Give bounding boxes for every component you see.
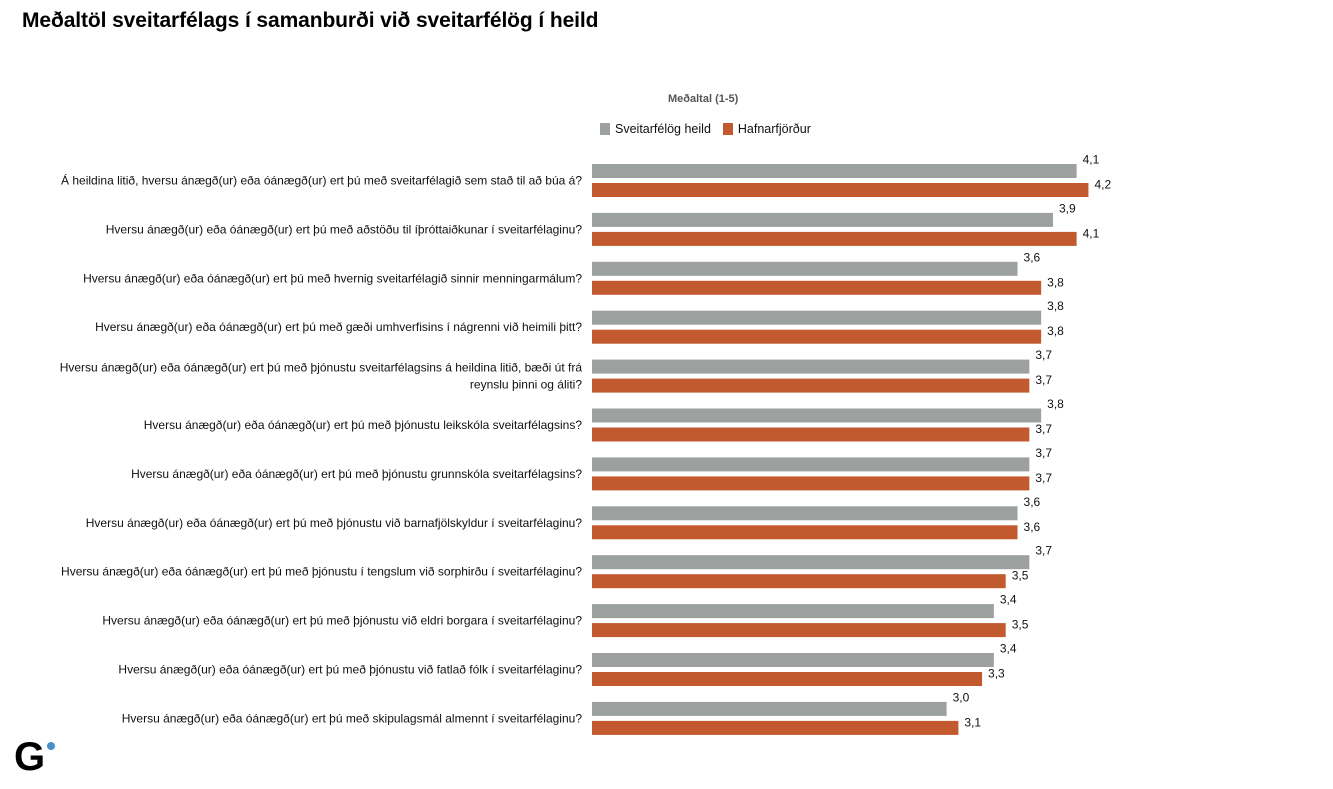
bar-2-6: [592, 427, 1030, 442]
bar-2-12: [592, 720, 959, 735]
value-label-1-5: 3,7: [1035, 348, 1052, 362]
value-label-2-2: 4,1: [1083, 226, 1100, 240]
bar-1-1: [592, 164, 1077, 178]
category-label-8: Hversu ánægð(ur) eða óánægð(ur) ert þú m…: [86, 516, 583, 530]
value-label-2-11: 3,3: [988, 667, 1005, 681]
bar-1-10: [592, 604, 994, 619]
category-label-2: Hversu ánægð(ur) eða óánægð(ur) ert þú m…: [106, 222, 583, 236]
bar-1-7: [592, 457, 1030, 472]
category-label-11: Hversu ánægð(ur) eða óánægð(ur) ert þú m…: [118, 663, 582, 677]
value-label-1-4: 3,8: [1047, 299, 1064, 313]
value-label-2-7: 3,7: [1035, 471, 1052, 485]
value-label-1-10: 3,4: [1000, 593, 1017, 607]
category-label-1: Á heildina litið, hversu ánægð(ur) eða ó…: [61, 173, 582, 188]
category-label-6: Hversu ánægð(ur) eða óánægð(ur) ert þú m…: [144, 418, 583, 432]
bar-1-2: [592, 212, 1053, 227]
bar-1-4: [592, 310, 1042, 325]
category-label-4: Hversu ánægð(ur) eða óánægð(ur) ert þú m…: [95, 320, 582, 334]
chart-subtitle: Meðaltal (1-5): [668, 93, 739, 105]
value-label-2-5: 3,7: [1035, 373, 1052, 387]
value-label-1-2: 3,9: [1059, 201, 1076, 215]
category-label-5-line-2: reynslu þinni og áliti?: [470, 378, 582, 392]
bar-1-11: [592, 653, 994, 667]
bar-2-9: [592, 574, 1006, 589]
bar-1-5: [592, 359, 1030, 374]
bar-2-7: [592, 476, 1030, 491]
value-label-2-3: 3,8: [1047, 275, 1064, 289]
category-label-9: Hversu ánægð(ur) eða óánægð(ur) ert þú m…: [61, 565, 582, 579]
category-label-5-line-1: Hversu ánægð(ur) eða óánægð(ur) ert þú m…: [60, 361, 583, 375]
logo-dot: [47, 742, 55, 750]
category-label-7: Hversu ánægð(ur) eða óánægð(ur) ert þú m…: [131, 467, 582, 481]
bar-2-3: [592, 280, 1042, 295]
value-label-2-10: 3,5: [1012, 618, 1029, 632]
value-label-2-9: 3,5: [1012, 569, 1029, 583]
page-title: Meðaltöl sveitarfélags í samanburði við …: [22, 9, 599, 32]
bar-1-6: [592, 408, 1042, 423]
bar-1-12: [592, 701, 947, 716]
value-label-1-7: 3,7: [1035, 446, 1052, 460]
value-label-1-3: 3,6: [1024, 250, 1041, 264]
bar-2-10: [592, 623, 1006, 638]
value-label-2-4: 3,8: [1047, 324, 1064, 338]
legend-swatch-series-1: [600, 123, 610, 135]
bar-2-2: [592, 231, 1077, 246]
category-label-3: Hversu ánægð(ur) eða óánægð(ur) ert þú m…: [83, 271, 582, 285]
legend-label-series-1: Sveitarfélög heild: [615, 122, 711, 136]
bar-1-3: [592, 261, 1018, 276]
value-label-2-1: 4,2: [1094, 178, 1111, 192]
value-label-2-12: 3,1: [964, 715, 981, 729]
bar-1-8: [592, 506, 1018, 521]
value-label-1-8: 3,6: [1024, 495, 1041, 509]
value-label-1-12: 3,0: [953, 690, 970, 704]
legend-swatch-series-2: [722, 123, 733, 135]
value-label-1-9: 3,7: [1035, 544, 1052, 558]
bar-2-11: [592, 672, 983, 686]
legend-item-series-2: Hafnarfjörður: [722, 122, 811, 136]
logo-letter: G: [14, 735, 46, 779]
chart-legend: Sveitarfélög heild Hafnarfjörður: [600, 122, 823, 136]
value-label-2-6: 3,7: [1035, 422, 1052, 436]
bar-2-4: [592, 329, 1042, 344]
bar-1-9: [592, 555, 1030, 570]
category-label-10: Hversu ánægð(ur) eða óánægð(ur) ert þú m…: [102, 614, 582, 628]
bar-2-5: [592, 378, 1030, 393]
legend-label-series-2: Hafnarfjörður: [737, 122, 811, 136]
value-label-1-11: 3,4: [1000, 642, 1017, 656]
value-label-1-6: 3,8: [1047, 397, 1064, 411]
category-label-12: Hversu ánægð(ur) eða óánægð(ur) ert þú m…: [122, 711, 583, 725]
value-label-1-1: 4,1: [1083, 153, 1100, 167]
legend-item-series-1: Sveitarfélög heild: [600, 122, 711, 136]
value-label-2-8: 3,6: [1024, 520, 1041, 534]
bar-2-1: [592, 183, 1089, 197]
bar-2-8: [592, 525, 1018, 540]
